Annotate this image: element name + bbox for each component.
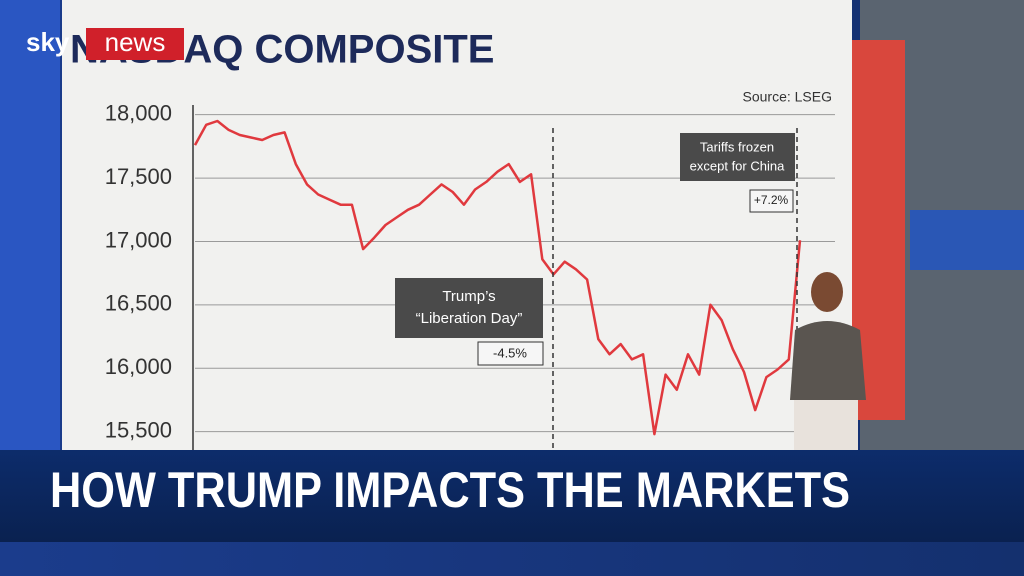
change-box <box>477 341 544 366</box>
logo-product: news <box>105 27 166 57</box>
blue-panel <box>910 210 1024 270</box>
presenter-top <box>790 321 866 400</box>
annotation-box <box>680 133 795 181</box>
chart-source: Source: LSEG <box>743 89 833 105</box>
left-panel <box>0 0 60 450</box>
y-tick-label: 15,500 <box>105 417 172 442</box>
annotation: Tariffs frozen except for China +7.2% <box>680 133 795 213</box>
logo-box <box>86 28 184 60</box>
annotation-text: Tariffs frozen <box>700 139 774 154</box>
annotation: Trump’s “Liberation Day” -4.5% <box>395 278 544 366</box>
annotation-text: except for China <box>690 158 785 173</box>
headline-band <box>0 450 1024 542</box>
logo-brand: sky <box>26 27 70 57</box>
logo: sky news <box>26 27 184 60</box>
annotation-text: “Liberation Day” <box>416 310 523 327</box>
change-label: -4.5% <box>493 345 527 360</box>
data-line <box>193 119 802 436</box>
y-tick-label: 16,500 <box>105 291 172 316</box>
change-label: +7.2% <box>754 193 789 207</box>
y-tick-label: 18,000 <box>105 100 172 125</box>
presenter-head <box>811 272 843 312</box>
headline: HOW TRUMP IMPACTS THE MARKETS <box>50 462 850 518</box>
change-box <box>749 189 794 213</box>
y-tick-label: 16,000 <box>105 354 172 379</box>
y-tick-label: 17,000 <box>105 227 172 252</box>
annotation-box <box>395 278 543 338</box>
presenter <box>790 272 866 460</box>
y-tick-label: 17,500 <box>105 164 172 189</box>
annotation-text: Trump’s <box>442 288 495 305</box>
